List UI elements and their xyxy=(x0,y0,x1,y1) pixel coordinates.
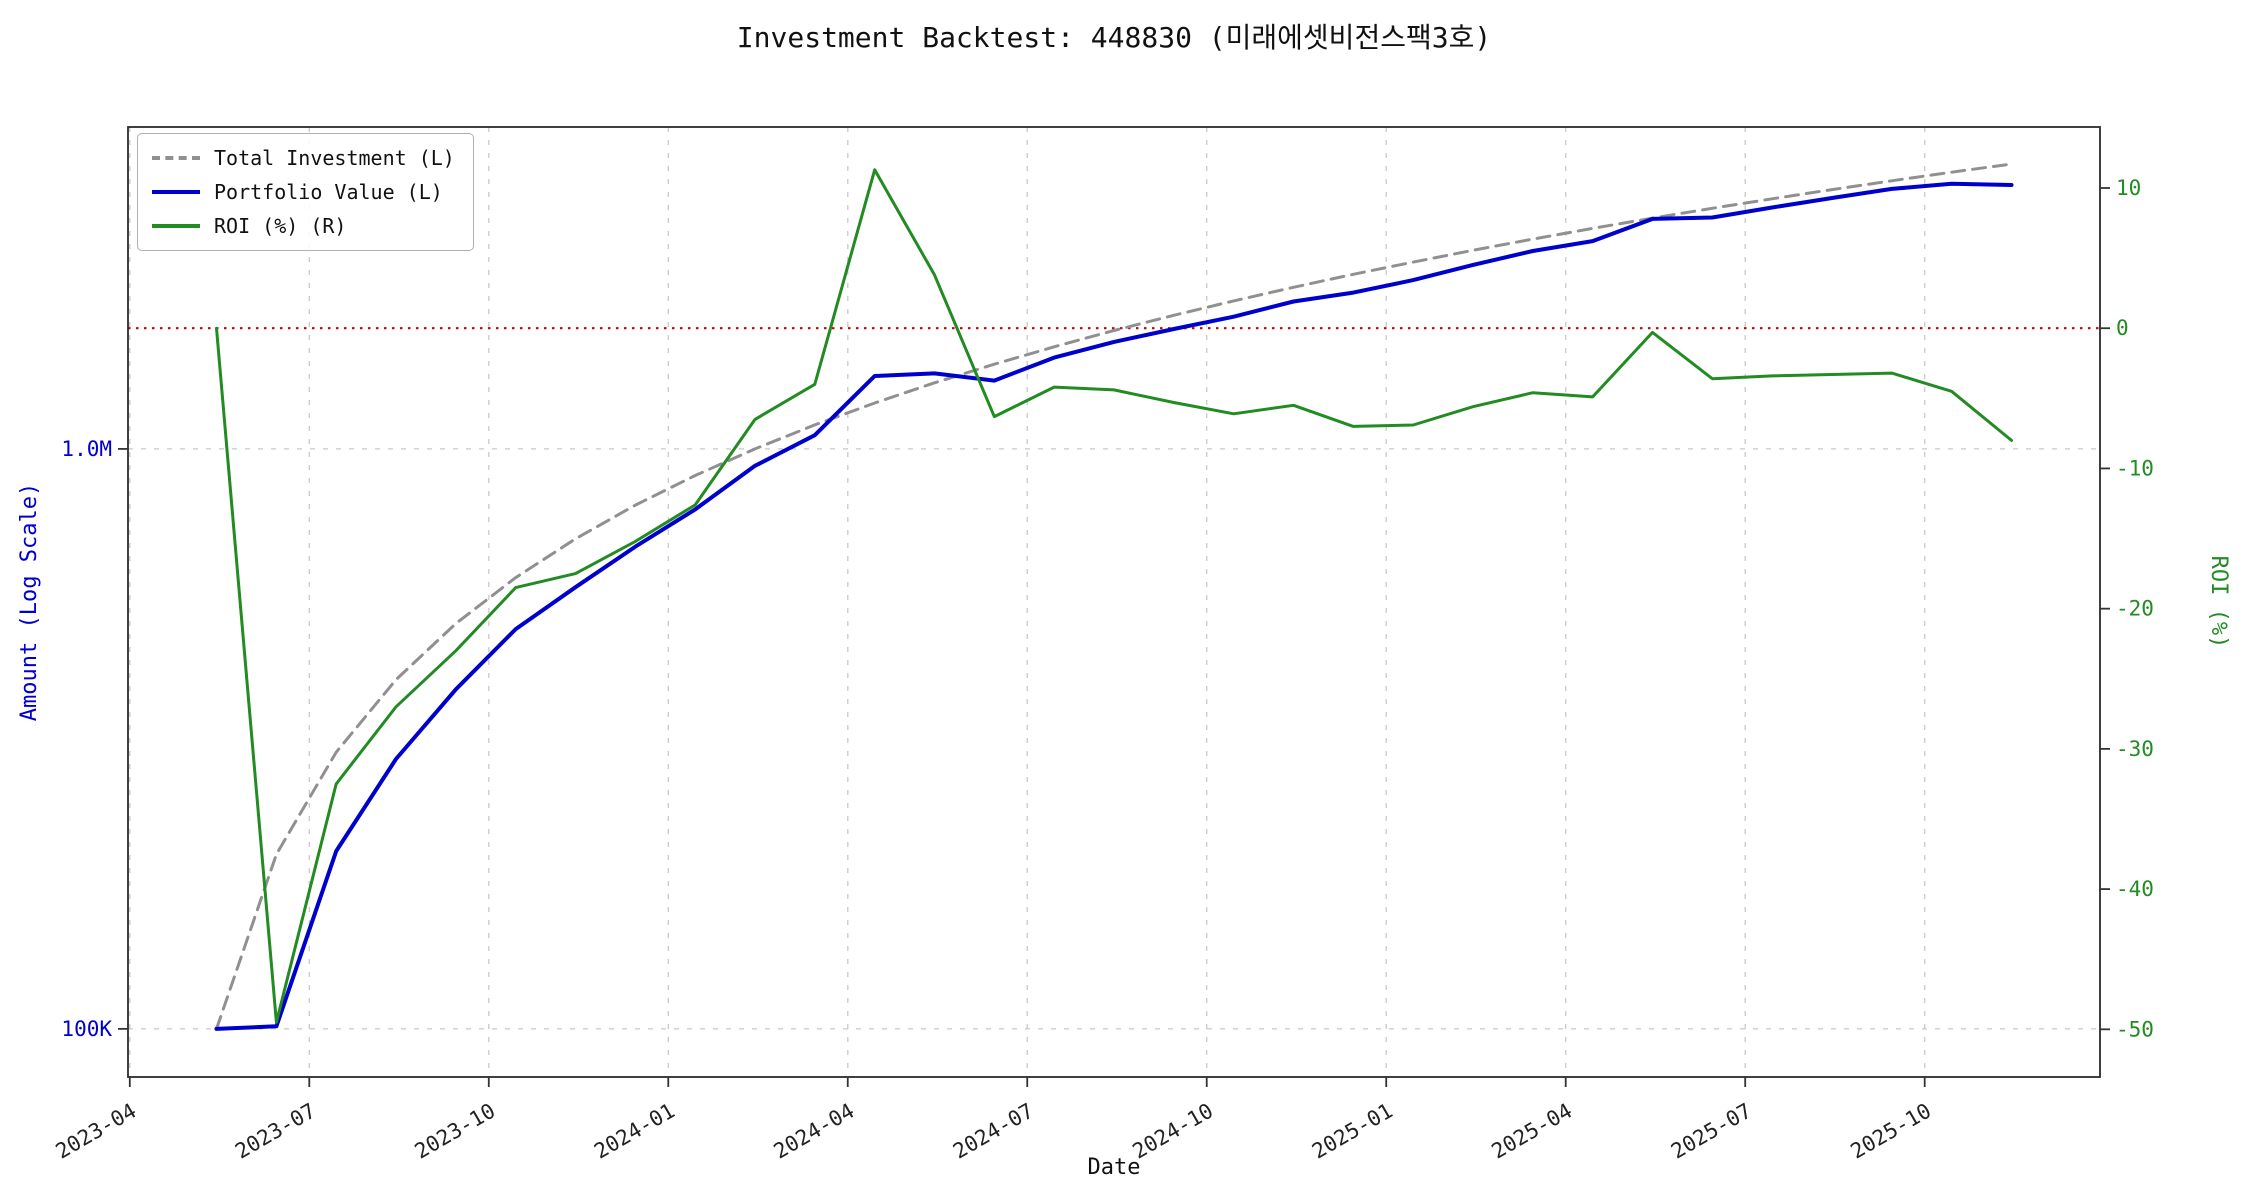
x-tick-label: 2023-10 xyxy=(411,1099,500,1164)
x-tick-label: 2024-07 xyxy=(949,1099,1038,1164)
right-axis-label: ROI (%) xyxy=(2206,556,2231,649)
legend-item: ROI (%) (R) xyxy=(152,214,455,238)
legend: Total Investment (L) Portfolio Value (L) R… xyxy=(137,133,474,251)
x-tick-label: 2025-01 xyxy=(1308,1099,1397,1164)
x-tick-label: 2024-01 xyxy=(590,1099,679,1164)
series-line-total-investment xyxy=(215,162,2013,1031)
legend-line-sample xyxy=(152,224,200,228)
series-line-portfolio-value xyxy=(214,181,2014,1031)
plot-border xyxy=(127,126,2101,1078)
chart-title: Investment Backtest: 448830 (미래에셋비전스팩3호) xyxy=(737,21,1491,54)
right-tick-label: -20 xyxy=(2116,597,2154,621)
x-tick-label: 2024-04 xyxy=(770,1099,859,1164)
x-tick-label: 2023-07 xyxy=(231,1099,320,1164)
ticks: 2023-04 2023-07 2023-10 2024-01 2024-04 2024-… xyxy=(52,176,2154,1164)
left-tick-label: 1.0M xyxy=(61,437,112,461)
legend-item: Portfolio Value (L) xyxy=(152,180,455,204)
x-tick-label: 2025-10 xyxy=(1847,1099,1936,1164)
x-tick-label: 2025-07 xyxy=(1667,1099,1756,1164)
legend-label: ROI (%) (R) xyxy=(214,214,347,238)
legend-label: Portfolio Value (L) xyxy=(214,180,443,204)
legend-label: Total Investment (L) xyxy=(214,146,455,170)
legend-line-sample xyxy=(152,156,200,160)
x-tick-label: 2024-10 xyxy=(1129,1099,1218,1164)
series-line-roi xyxy=(215,168,2013,1024)
right-tick-label: -40 xyxy=(2116,877,2154,901)
grid xyxy=(128,127,2100,1077)
x-tick-label: 2023-04 xyxy=(52,1099,141,1164)
right-tick-label: 0 xyxy=(2116,316,2129,340)
right-tick-label: -10 xyxy=(2116,456,2154,480)
right-tick-label: -30 xyxy=(2116,737,2154,761)
x-axis-label: Date xyxy=(1088,1155,1141,1180)
legend-item: Total Investment (L) xyxy=(152,146,455,170)
right-tick-label: 10 xyxy=(2116,176,2141,200)
x-tick-label: 2025-04 xyxy=(1488,1099,1577,1164)
legend-line-sample xyxy=(152,190,200,194)
right-tick-label: -50 xyxy=(2116,1017,2154,1041)
left-tick-label: 100K xyxy=(61,1017,112,1041)
left-axis-label: Amount (Log Scale) xyxy=(17,483,42,721)
